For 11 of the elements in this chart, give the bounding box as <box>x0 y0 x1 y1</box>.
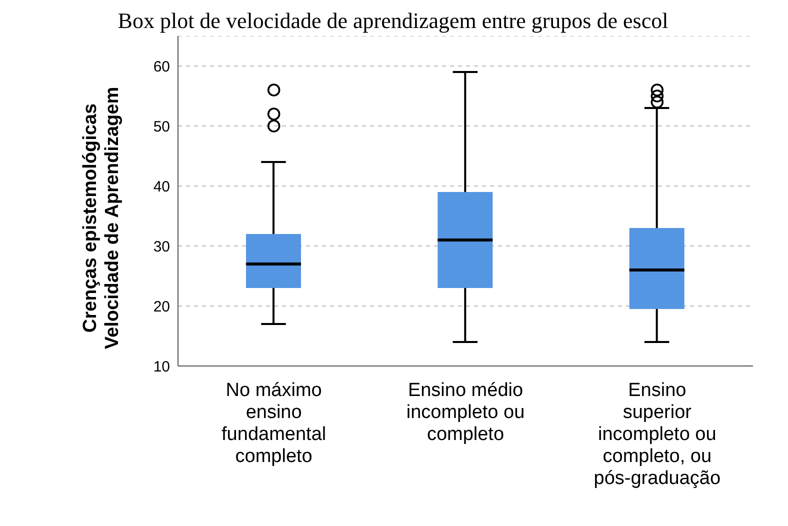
chart-title: Box plot de velocidade de aprendizagem entre grupos de escol <box>116 8 670 35</box>
x-tick-label: Ensino superior incompleto ou completo, ou pós-graduação <box>594 380 721 489</box>
y-tick-label: 40 <box>153 178 170 196</box>
x-tick-label: Ensino médio incompleto ou completo <box>406 380 525 445</box>
x-tick-label: No máximo ensino fundamental completo <box>222 380 326 467</box>
y-tick-label: 60 <box>153 58 170 76</box>
y-tick-label: 30 <box>153 238 170 256</box>
y-tick-label: 50 <box>153 118 170 136</box>
y-tick-label: 10 <box>153 358 170 376</box>
y-tick-label: 20 <box>153 298 170 316</box>
y-axis-title: Crenças epistemológicas Velocidade de Aprendizagem <box>80 86 123 350</box>
